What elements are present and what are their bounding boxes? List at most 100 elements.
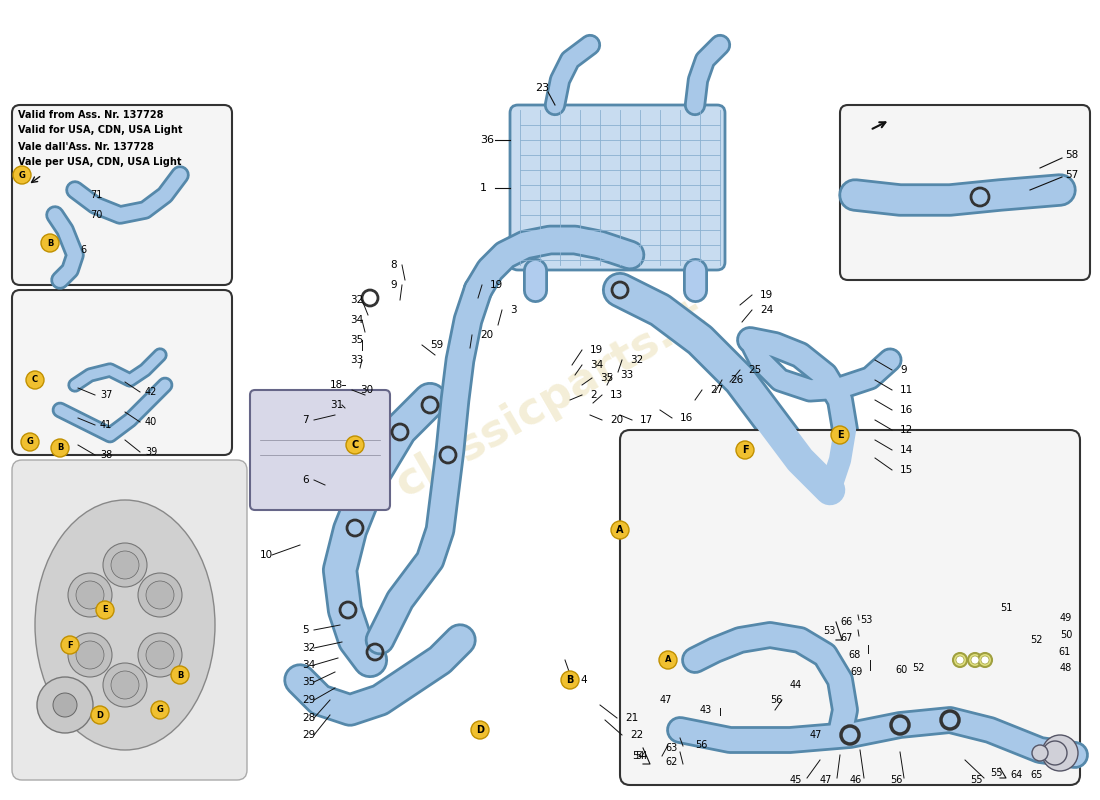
Text: 33: 33 xyxy=(620,370,634,380)
Circle shape xyxy=(170,666,189,684)
Text: 52: 52 xyxy=(1030,635,1043,645)
Text: 36: 36 xyxy=(480,135,494,145)
Text: C: C xyxy=(32,375,39,385)
Text: 29: 29 xyxy=(302,695,316,705)
Circle shape xyxy=(471,721,490,739)
Text: B: B xyxy=(177,670,184,679)
Text: 45: 45 xyxy=(790,775,802,785)
Text: F: F xyxy=(741,445,748,455)
Text: 19: 19 xyxy=(590,345,603,355)
Text: 13: 13 xyxy=(610,390,624,400)
Text: 67: 67 xyxy=(840,633,852,643)
Circle shape xyxy=(68,573,112,617)
Circle shape xyxy=(26,371,44,389)
Text: 56: 56 xyxy=(770,695,782,705)
Text: 14: 14 xyxy=(900,445,913,455)
Text: E: E xyxy=(837,430,844,440)
Text: 1: 1 xyxy=(480,183,487,193)
FancyBboxPatch shape xyxy=(12,460,248,780)
Text: 41: 41 xyxy=(100,420,112,430)
Text: 53: 53 xyxy=(860,615,872,625)
Circle shape xyxy=(971,656,979,664)
FancyBboxPatch shape xyxy=(12,105,232,285)
Text: 15: 15 xyxy=(900,465,913,475)
Text: 10: 10 xyxy=(260,550,273,560)
Text: 48: 48 xyxy=(1060,663,1072,673)
Text: 38: 38 xyxy=(100,450,112,460)
Text: 42: 42 xyxy=(145,387,157,397)
Text: 8: 8 xyxy=(390,260,397,270)
Text: G: G xyxy=(19,170,25,179)
Text: 3: 3 xyxy=(510,305,517,315)
Text: 49: 49 xyxy=(1060,613,1072,623)
Text: B: B xyxy=(55,442,63,452)
Text: F: F xyxy=(67,641,73,650)
Text: 18: 18 xyxy=(330,380,343,390)
Text: 70: 70 xyxy=(90,210,102,220)
Text: 69: 69 xyxy=(850,667,862,677)
Text: 52: 52 xyxy=(912,663,924,673)
Text: 40: 40 xyxy=(145,417,157,427)
FancyBboxPatch shape xyxy=(840,105,1090,280)
FancyBboxPatch shape xyxy=(250,390,390,510)
Circle shape xyxy=(76,581,104,609)
Text: 6: 6 xyxy=(80,245,86,255)
Text: 9: 9 xyxy=(390,280,397,290)
Text: B: B xyxy=(566,675,574,685)
Circle shape xyxy=(1043,741,1067,765)
Text: 35: 35 xyxy=(600,373,614,383)
Circle shape xyxy=(953,653,967,667)
Text: 21: 21 xyxy=(625,713,638,723)
Text: 4: 4 xyxy=(580,675,586,685)
Text: 16: 16 xyxy=(680,413,693,423)
Text: 63: 63 xyxy=(666,743,678,753)
Text: 44: 44 xyxy=(790,680,802,690)
Circle shape xyxy=(13,166,31,184)
Circle shape xyxy=(956,656,964,664)
Text: 7: 7 xyxy=(302,415,309,425)
FancyBboxPatch shape xyxy=(12,290,232,455)
Text: 6: 6 xyxy=(302,475,309,485)
Text: 12: 12 xyxy=(900,425,913,435)
Text: 47: 47 xyxy=(660,695,672,705)
Circle shape xyxy=(146,641,174,669)
Text: 35: 35 xyxy=(302,677,316,687)
Text: 64: 64 xyxy=(1010,770,1022,780)
Text: A: A xyxy=(664,655,671,665)
Text: E: E xyxy=(102,606,108,614)
Text: 62: 62 xyxy=(666,757,678,767)
FancyBboxPatch shape xyxy=(510,105,725,270)
Circle shape xyxy=(103,543,147,587)
Text: 54: 54 xyxy=(632,751,645,761)
Text: D: D xyxy=(97,710,103,719)
Text: 20: 20 xyxy=(480,330,493,340)
Text: A: A xyxy=(616,525,624,535)
Circle shape xyxy=(60,636,79,654)
Text: 65: 65 xyxy=(1030,770,1043,780)
Text: 11: 11 xyxy=(900,385,913,395)
Circle shape xyxy=(830,426,849,444)
Text: 39: 39 xyxy=(145,447,157,457)
FancyBboxPatch shape xyxy=(620,430,1080,785)
Text: 31: 31 xyxy=(330,400,343,410)
Text: 19: 19 xyxy=(490,280,504,290)
Text: 55: 55 xyxy=(970,775,982,785)
Text: 27: 27 xyxy=(710,385,724,395)
Text: 23: 23 xyxy=(535,83,549,93)
Circle shape xyxy=(41,234,59,252)
Text: 51: 51 xyxy=(1000,603,1012,613)
Text: 34: 34 xyxy=(350,315,363,325)
Ellipse shape xyxy=(35,500,214,750)
Text: 61: 61 xyxy=(1058,647,1070,657)
Text: 25: 25 xyxy=(748,365,761,375)
Text: 37: 37 xyxy=(100,390,112,400)
Text: B: B xyxy=(47,238,53,247)
Circle shape xyxy=(111,671,139,699)
Text: 35: 35 xyxy=(350,335,363,345)
Text: 22: 22 xyxy=(630,730,644,740)
Circle shape xyxy=(138,573,182,617)
Circle shape xyxy=(53,693,77,717)
Circle shape xyxy=(968,653,982,667)
Text: Valid from Ass. Nr. 137728: Valid from Ass. Nr. 137728 xyxy=(18,110,164,120)
Circle shape xyxy=(561,671,579,689)
